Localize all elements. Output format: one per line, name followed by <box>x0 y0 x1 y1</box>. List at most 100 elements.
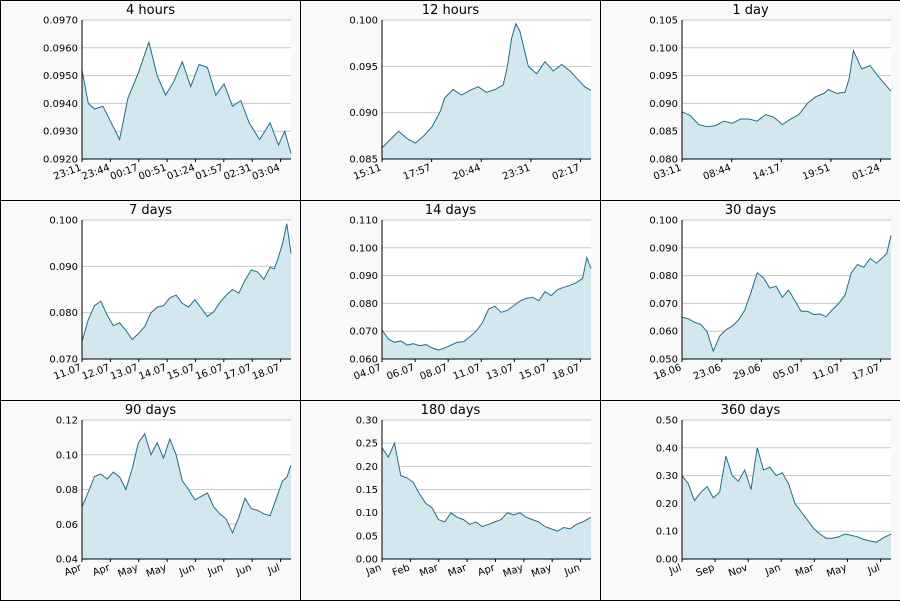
x-tick-label: 11.07 <box>811 362 842 382</box>
x-tick-label: 16.07 <box>194 362 225 382</box>
x-tick-label: Mar <box>418 562 440 579</box>
y-tick-label: 0.15 <box>356 485 378 496</box>
series-area <box>682 447 891 559</box>
y-tick-label: 0.080 <box>49 308 78 319</box>
y-tick-label: 0.0950 <box>43 71 78 82</box>
x-tick-label: 14:17 <box>751 162 782 182</box>
y-tick-label: 0.0930 <box>43 127 78 138</box>
chart-panel: 12 hours 0.085 0.090 0.095 0.100 15:11 17:57 20… <box>300 0 601 201</box>
chart-panel: 180 days 0.00 0.05 0.10 0.15 0.20 0.25 0.30 Jan F… <box>300 400 601 601</box>
y-tick-label: 0.070 <box>649 299 678 310</box>
x-tick-label: 02:17 <box>551 162 582 182</box>
x-tick-label: 18.06 <box>652 362 683 382</box>
y-tick-label: 0.105 <box>649 16 678 27</box>
x-tick-label: 15.07 <box>166 362 197 382</box>
y-tick-label: 0.100 <box>349 16 378 27</box>
y-tick-label: 0.090 <box>349 108 378 119</box>
y-tick-label: 0.20 <box>656 499 678 510</box>
x-tick-label: May <box>145 562 168 579</box>
x-tick-label: Jul <box>266 562 282 577</box>
y-tick-label: 0.0960 <box>43 43 78 54</box>
y-tick-label: 0.070 <box>49 355 78 366</box>
y-tick-label: 0.095 <box>649 71 678 82</box>
x-tick-label: 17.07 <box>223 362 254 382</box>
y-tick-label: 0.100 <box>649 43 678 54</box>
series-area <box>382 23 591 160</box>
chart-panel: 1 day 0.080 0.085 0.090 0.095 0.100 0.105 03:11… <box>600 0 900 201</box>
chart-title: 360 days <box>720 403 781 418</box>
x-tick-label: 23:31 <box>501 162 532 182</box>
y-tick-label: 0.05 <box>356 531 378 542</box>
x-tick-label: 11.07 <box>452 362 483 382</box>
series-area <box>82 42 291 160</box>
y-tick-label: 0.00 <box>356 555 378 566</box>
x-tick-label: 15:11 <box>352 162 383 182</box>
y-tick-label: 0.080 <box>649 155 678 166</box>
series-area <box>82 223 291 359</box>
y-tick-label: 0.090 <box>349 271 378 282</box>
y-tick-label: 0.110 <box>349 216 378 227</box>
x-tick-label: 20:44 <box>451 162 482 182</box>
x-tick-label: 12.07 <box>81 362 112 382</box>
chart-plot: 0.070 0.080 0.090 0.100 11.0712.0713.0714.07… <box>49 216 292 383</box>
series-line <box>681 235 892 353</box>
y-tick-label: 0.100 <box>349 243 378 254</box>
x-tick-label: 08:44 <box>702 162 733 182</box>
y-tick-label: 0.04 <box>56 555 78 566</box>
y-tick-label: 0.00 <box>656 555 678 566</box>
x-tick-label: 17:57 <box>402 162 433 182</box>
x-tick-label: 14.07 <box>137 362 168 382</box>
x-tick-label: Sep <box>695 562 716 579</box>
x-tick-label: May <box>117 562 140 579</box>
x-tick-label: 01:24 <box>851 162 882 182</box>
chart-plot: 0.060 0.070 0.080 0.090 0.100 0.110 04.07 06.07… <box>349 216 592 383</box>
x-tick-label: 29.06 <box>732 362 763 382</box>
x-tick-label: 18.07 <box>551 362 582 382</box>
x-tick-label: May <box>825 562 848 579</box>
y-tick-label: 0.10 <box>56 450 78 461</box>
x-tick-label: 23:44 <box>81 162 112 182</box>
y-tick-label: 0.080 <box>649 271 678 282</box>
y-tick-label: 0.12 <box>56 416 78 427</box>
y-tick-label: 0.40 <box>656 443 678 454</box>
y-tick-label: 0.090 <box>649 243 678 254</box>
y-tick-label: 0.30 <box>356 416 378 427</box>
series-line <box>381 441 592 532</box>
chart-plot: 0.080 0.085 0.090 0.095 0.100 0.105 03:11 08:44… <box>649 16 892 183</box>
chart-title: 7 days <box>128 203 173 218</box>
series-line <box>381 22 592 149</box>
x-tick-label: May <box>502 562 525 579</box>
y-tick-label: 0.070 <box>349 327 378 338</box>
y-tick-label: 0.06 <box>56 520 78 531</box>
y-tick-label: 0.100 <box>649 216 678 227</box>
y-tick-label: 0.10 <box>356 508 378 519</box>
x-tick-label: Jun <box>205 562 224 578</box>
x-tick-label: 13.07 <box>485 362 516 382</box>
chart-panel: 14 days 0.060 0.070 0.080 0.090 0.100 0.110 04.… <box>300 200 601 401</box>
x-tick-label: 00:51 <box>137 162 168 182</box>
y-tick-label: 0.0970 <box>43 16 78 27</box>
chart-title: 4 hours <box>126 3 175 18</box>
y-tick-label: 0.085 <box>649 127 678 138</box>
y-tick-label: 0.50 <box>656 416 678 427</box>
x-tick-label: 11.07 <box>52 362 83 382</box>
y-tick-label: 0.08 <box>56 485 78 496</box>
series-area <box>382 257 591 359</box>
chart-plot: 0.00 0.10 0.20 0.30 0.40 0.50 Jul Sep Nov Jan Mar M… <box>656 416 892 580</box>
x-tick-label: Apr <box>91 562 112 579</box>
chart-panel: 4 hours 0.0920 0.0930 0.0940 0.0950 0.0960 0.0… <box>0 0 301 201</box>
y-tick-label: 0.10 <box>656 527 678 538</box>
x-tick-label: Jun <box>234 562 253 578</box>
series-area <box>682 235 891 359</box>
x-tick-label: Mar <box>447 562 469 579</box>
chart-panel: 90 days 0.04 0.06 0.08 0.10 0.12 Apr Apr May May J… <box>0 400 301 601</box>
x-tick-label: 02:31 <box>222 162 253 182</box>
chart-plot: 0.085 0.090 0.095 0.100 15:11 17:57 20:44 23:31… <box>349 16 592 183</box>
x-tick-label: 00:17 <box>109 162 140 182</box>
x-tick-label: Jan <box>364 562 383 578</box>
y-tick-label: 0.25 <box>356 439 378 450</box>
x-tick-label: Feb <box>391 562 411 578</box>
series-area <box>82 433 291 559</box>
